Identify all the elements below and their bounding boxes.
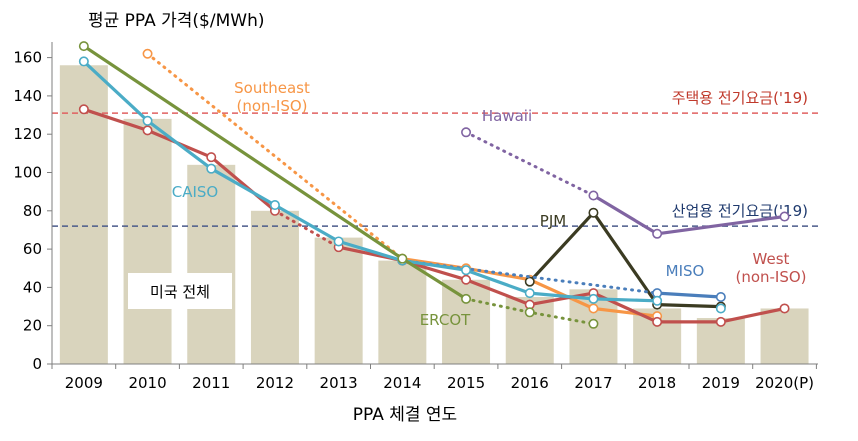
series-point-6-7 (524, 307, 535, 318)
series-point-6-5 (397, 253, 408, 264)
bar-2010 (123, 118, 172, 364)
x-tick-label-2009: 2009 (65, 374, 103, 392)
series-point-5-2 (142, 115, 153, 126)
reference-lines: 주택용 전기요금('19) 산업용 전기요금('19) (52, 89, 818, 227)
series-point-1-8 (588, 190, 599, 201)
series-label-6: (non-ISO) (735, 268, 806, 286)
series-point-3-10 (715, 291, 726, 302)
x-tick-label-2013: 2013 (320, 374, 358, 392)
y-tick-label-40: 40 (23, 278, 42, 296)
series-label-7: CAISO (172, 183, 219, 201)
series-point-5-8 (524, 288, 535, 299)
x-tick-label-2012: 2012 (256, 374, 294, 392)
series-point-4-1 (142, 125, 153, 136)
series-point-2-8 (588, 207, 599, 218)
bar-2013 (314, 237, 363, 364)
series-line-4-seg-1 (273, 209, 341, 249)
total-label-box (128, 273, 232, 309)
series-point-5-10 (652, 295, 663, 306)
bar-2012 (250, 210, 299, 364)
axes: 0 20 40 60 80 100 120 140 160 2009 2010 2011 2012 201… (13, 42, 818, 392)
series-point-5-0 (78, 56, 89, 67)
series-labels: Southeast(non-ISO)HawaiiPJMMISOWest(non-… (172, 79, 807, 329)
reference-label-0: 주택용 전기요금('19) (672, 89, 808, 107)
series-point-6-0 (78, 41, 89, 52)
series-label-4: MISO (666, 262, 705, 280)
bar-2011 (187, 164, 236, 364)
series-label-1: (non-ISO) (236, 97, 307, 115)
series-label-2: Hawaii (482, 107, 532, 125)
series-point-5-5 (333, 236, 344, 247)
series-line-2-seg-0 (528, 211, 723, 309)
y-tick-label-140: 140 (13, 87, 42, 105)
series-point-6-6 (461, 293, 472, 304)
series-point-4-10 (715, 316, 726, 327)
series-point-2-7 (524, 276, 535, 287)
x-axis-label: PPA 체결 연도 (353, 405, 457, 425)
series-point-0-8 (588, 303, 599, 314)
series-label-5: West (753, 250, 790, 268)
bar-group (59, 65, 809, 364)
chart-title: 평균 PPA 가격($/MWh) (88, 11, 264, 31)
y-tick-label-20: 20 (23, 317, 42, 335)
series-point-5-3 (206, 163, 217, 174)
series-point-1-9 (652, 228, 663, 239)
series-point-1-11 (779, 211, 790, 222)
series-point-5-11 (715, 303, 726, 314)
series-point-5-4 (269, 200, 280, 211)
bar-2015 (442, 279, 491, 364)
x-tick-label-2011: 2011 (192, 374, 230, 392)
y-tick-label-60: 60 (23, 240, 42, 258)
x-tick-label-2020(P): 2020(P) (755, 374, 814, 392)
y-tick-label-100: 100 (13, 164, 42, 182)
y-tick-label-160: 160 (13, 49, 42, 67)
bars-series-label: 미국 전체 (150, 283, 210, 301)
x-tick-label-2019: 2019 (702, 374, 740, 392)
series-point-4-0 (78, 104, 89, 115)
x-tick-label-2018: 2018 (638, 374, 676, 392)
series-line-3-seg-1 (655, 291, 723, 299)
reference-label-1: 산업용 전기요금('19) (672, 202, 808, 220)
x-tick-label-2010: 2010 (128, 374, 166, 392)
y-tick-label-80: 80 (23, 202, 42, 220)
series-point-0-1 (142, 48, 153, 59)
y-tick-label-0: 0 (32, 355, 42, 373)
series-line-1-seg-0 (464, 130, 595, 197)
x-tick-label-2014: 2014 (383, 374, 421, 392)
series-line-5-seg-0 (82, 59, 659, 303)
series-label-8: ERCOT (420, 311, 471, 329)
series-point-5-9 (588, 293, 599, 304)
series-point-4-11 (779, 303, 790, 314)
series-point-4-6 (461, 274, 472, 285)
series-label-3: PJM (540, 212, 566, 230)
series-label-0: Southeast (234, 79, 310, 97)
series-point-6-8 (588, 318, 599, 329)
series-point-4-2 (206, 152, 217, 163)
y-tick-label-120: 120 (13, 125, 42, 143)
series-point-1-6 (461, 127, 472, 138)
series-point-5-7 (461, 265, 472, 276)
series-point-4-9 (652, 316, 663, 327)
x-tick-label-2017: 2017 (574, 374, 612, 392)
series-line-0-seg-0 (146, 52, 404, 261)
x-tick-label-2015: 2015 (447, 374, 485, 392)
bar-2020(P) (760, 308, 809, 364)
series-lines (78, 41, 790, 329)
x-tick-label-2016: 2016 (511, 374, 549, 392)
bar-2014 (378, 260, 427, 364)
